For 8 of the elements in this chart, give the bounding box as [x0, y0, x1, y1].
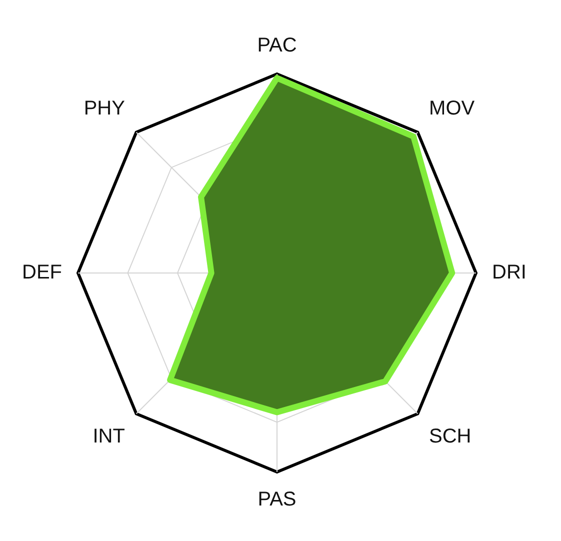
spoke-label: PHY — [84, 97, 125, 120]
spoke-label: PAS — [258, 488, 296, 511]
spoke-label: INT — [92, 426, 125, 448]
spoke-label: SCH — [429, 426, 472, 448]
spoke-label: PAC — [257, 34, 297, 57]
spoke-label: MOV — [429, 97, 476, 120]
spoke-label: DRI — [492, 262, 526, 284]
spoke-label: DEF — [22, 262, 62, 284]
